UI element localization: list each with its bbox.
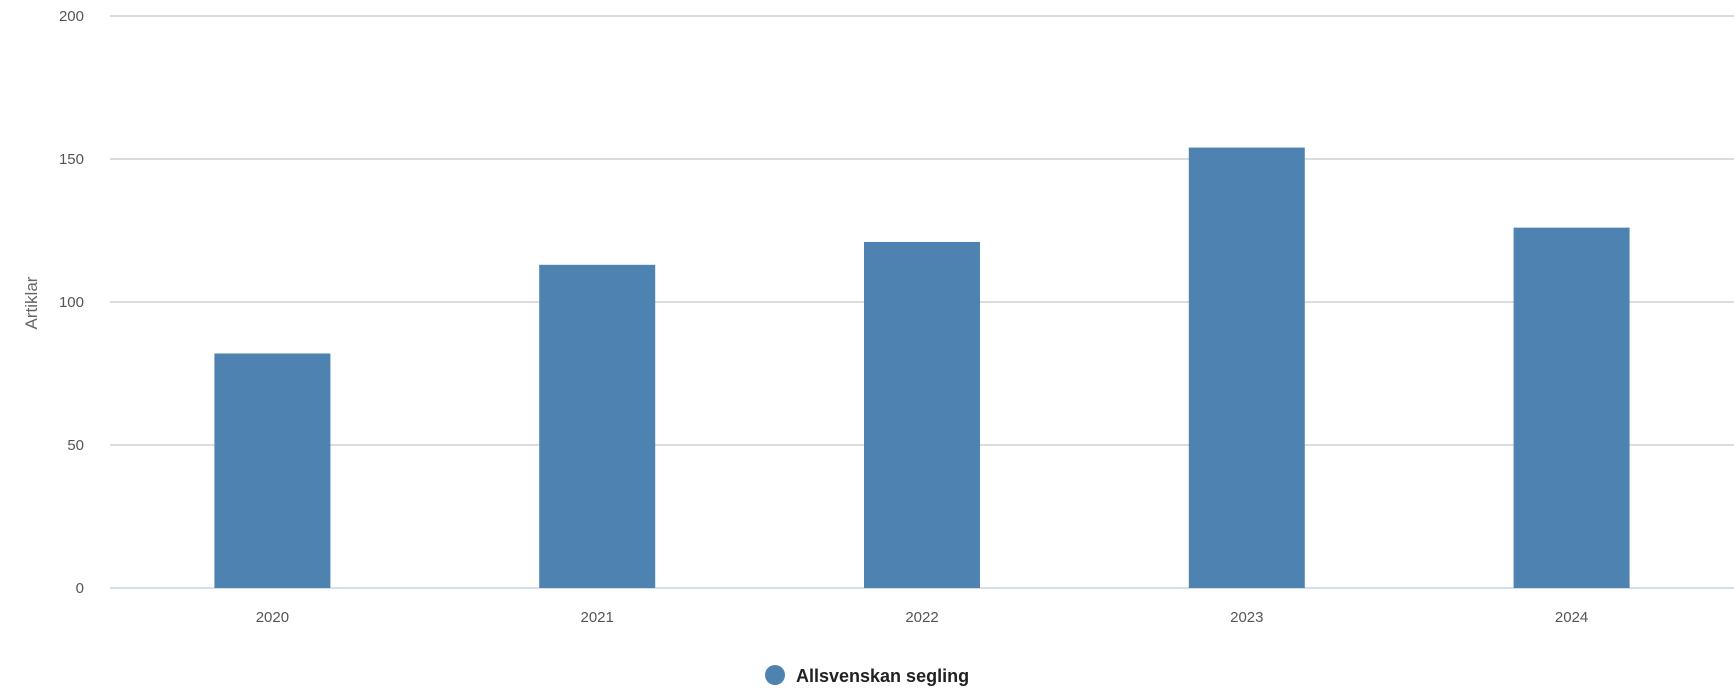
y-tick-label: 100 [59, 294, 84, 311]
x-tick-label: 2020 [256, 609, 289, 626]
x-axis: 2020 2021 2022 2023 2024 [256, 609, 1589, 626]
legend[interactable]: Allsvenskan segling [765, 665, 969, 686]
bar-2023[interactable] [1188, 147, 1305, 588]
y-tick-label: 50 [67, 437, 84, 454]
bar-2020[interactable] [214, 353, 331, 588]
y-tick-label: 200 [59, 8, 84, 25]
x-tick-label: 2023 [1230, 609, 1263, 626]
bar-2021[interactable] [539, 264, 656, 588]
x-tick-label: 2021 [581, 609, 614, 626]
y-axis: 0 50 100 150 200 [59, 8, 84, 597]
bars-layer [214, 147, 1630, 588]
bar-2022[interactable] [864, 241, 980, 588]
y-axis-title: Artiklar [22, 276, 41, 329]
legend-label: Allsvenskan segling [796, 666, 969, 686]
y-tick-label: 150 [59, 151, 84, 168]
x-tick-label: 2024 [1555, 609, 1588, 626]
legend-swatch-icon [765, 665, 785, 685]
y-tick-label: 0 [76, 580, 84, 597]
bar-2024[interactable] [1513, 227, 1630, 588]
x-tick-label: 2022 [905, 609, 938, 626]
